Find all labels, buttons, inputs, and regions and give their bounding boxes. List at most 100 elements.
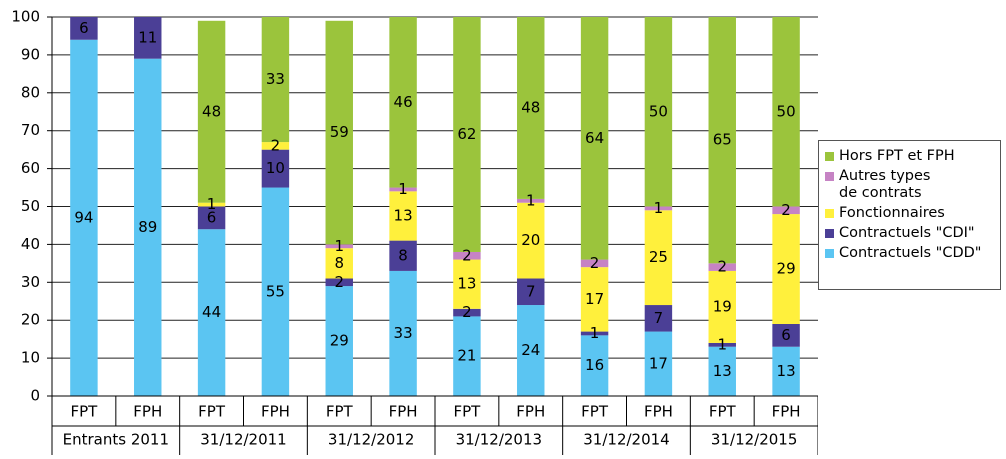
- bar-segment: [644, 206, 673, 211]
- bar-segment: [197, 202, 226, 207]
- y-tick-label: 60: [21, 159, 40, 177]
- data-label: 44: [202, 303, 221, 321]
- data-label: 1: [398, 180, 408, 198]
- data-label: 59: [330, 123, 349, 141]
- data-label: 13: [394, 206, 413, 224]
- bar-segment: [772, 214, 800, 324]
- x-tick-label: FPT: [709, 403, 737, 421]
- legend-label: Contractuels "CDI": [839, 225, 975, 241]
- bar-segment: [708, 17, 736, 264]
- data-label: 33: [266, 70, 285, 88]
- data-label: 2: [334, 273, 344, 291]
- data-label: 46: [394, 93, 413, 111]
- bar-segment: [580, 335, 609, 396]
- x-tick-label: FPH: [261, 403, 290, 421]
- x-tick-label: FPT: [581, 403, 609, 421]
- bar-segment: [453, 316, 481, 396]
- legend-swatch: [825, 229, 834, 238]
- group-label: 31/12/2015: [711, 431, 797, 449]
- bar-segment: [644, 210, 673, 306]
- x-tick-label: FPT: [453, 403, 481, 421]
- bar-segment: [389, 191, 417, 241]
- data-label: 19: [713, 297, 732, 315]
- data-label: 13: [457, 275, 476, 293]
- bar-segment: [708, 263, 736, 271]
- legend-swatch: [825, 152, 834, 161]
- data-label: 2: [462, 303, 472, 321]
- bar-segment: [580, 17, 609, 260]
- bar-segment: [580, 267, 609, 332]
- data-label: 48: [521, 98, 540, 116]
- bar-segment: [197, 206, 226, 230]
- data-label: 1: [717, 335, 727, 353]
- data-label: 6: [79, 19, 89, 37]
- bar-segment: [389, 17, 417, 188]
- group-label: 31/12/2011: [200, 431, 286, 449]
- legend-label: Hors FPT et FPH: [839, 148, 955, 164]
- data-label: 8: [398, 246, 408, 264]
- data-label: 10: [266, 159, 285, 177]
- x-tick-label: FPH: [644, 403, 673, 421]
- bar-segment: [389, 270, 417, 396]
- data-label: 1: [654, 199, 664, 217]
- bar-segment: [453, 17, 481, 252]
- bar-segment: [708, 342, 736, 347]
- bar-segment: [134, 58, 162, 396]
- data-label: 50: [649, 102, 668, 120]
- bar-segment: [772, 346, 800, 396]
- y-tick-label: 10: [21, 349, 40, 367]
- data-label: 13: [777, 362, 796, 380]
- data-label: 11: [138, 28, 157, 46]
- x-tick-label: FPH: [133, 403, 162, 421]
- data-label: 24: [521, 341, 540, 359]
- data-label: 17: [649, 354, 668, 372]
- data-label: 1: [334, 237, 344, 255]
- bar-segment: [70, 17, 98, 40]
- legend: Hors FPT et FPH Autres types de contrats F…: [818, 140, 1001, 290]
- legend-item: Contractuels "CDI": [823, 225, 996, 242]
- bar-segment: [325, 244, 353, 249]
- data-label: 25: [649, 248, 668, 266]
- data-label: 13: [713, 362, 732, 380]
- bar-segment: [325, 286, 353, 396]
- x-tick-label: FPH: [772, 403, 801, 421]
- y-tick-label: 30: [21, 273, 40, 291]
- legend-item: Fonctionnaires: [823, 205, 996, 222]
- bar-segment: [644, 331, 673, 396]
- y-tick-label: 0: [30, 387, 40, 405]
- bar-segment: [261, 17, 290, 143]
- group-label: Entrants 2011: [63, 431, 169, 449]
- bar-segment: [70, 39, 98, 396]
- data-label: 8: [334, 254, 344, 272]
- data-label: 48: [202, 102, 221, 120]
- legend-swatch: [825, 172, 834, 181]
- bar-segment: [517, 278, 545, 306]
- y-tick-label: 90: [21, 45, 40, 63]
- data-label: 65: [713, 131, 732, 149]
- x-tick-label: FPT: [70, 403, 98, 421]
- bar-segment: [197, 20, 226, 203]
- bar-segment: [325, 278, 353, 287]
- data-label: 2: [781, 201, 791, 219]
- data-label: 94: [74, 208, 93, 226]
- x-tick-label: FPH: [516, 403, 545, 421]
- legend-item: Autres types de contrats: [823, 168, 996, 202]
- data-label: 17: [585, 290, 604, 308]
- data-label: 55: [266, 282, 285, 300]
- data-label: 29: [330, 332, 349, 350]
- legend-label: Contractuels "CDD": [839, 245, 982, 261]
- data-label: 2: [590, 254, 600, 272]
- bar-segment: [517, 202, 545, 279]
- bar-segment: [580, 259, 609, 268]
- data-label: 16: [585, 356, 604, 374]
- data-label: 6: [781, 326, 791, 344]
- y-tick-label: 20: [21, 311, 40, 329]
- bar-segment: [517, 17, 545, 199]
- data-label: 50: [777, 102, 796, 120]
- legend-item: Contractuels "CDD": [823, 245, 996, 262]
- bar-segment: [261, 187, 290, 396]
- data-label: 1: [207, 195, 217, 213]
- legend-label: Autres types de contrats: [839, 168, 931, 201]
